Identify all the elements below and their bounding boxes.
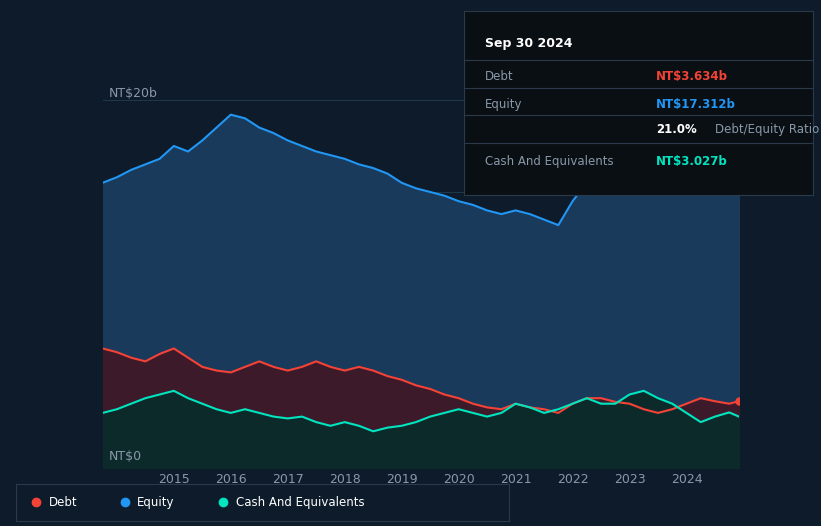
Text: Sep 30 2024: Sep 30 2024: [484, 37, 572, 50]
Text: NT$17.312b: NT$17.312b: [656, 98, 736, 111]
Text: NT$20b: NT$20b: [108, 87, 157, 100]
Text: 21.0%: 21.0%: [656, 123, 696, 136]
Text: NT$3.634b: NT$3.634b: [656, 70, 727, 83]
Text: Debt/Equity Ratio: Debt/Equity Ratio: [715, 123, 819, 136]
Text: NT$0: NT$0: [108, 450, 141, 463]
Text: Cash And Equivalents: Cash And Equivalents: [236, 496, 365, 509]
Text: Equity: Equity: [137, 496, 175, 509]
Text: Debt: Debt: [484, 70, 513, 83]
Text: Equity: Equity: [484, 98, 522, 111]
Text: NT$3.027b: NT$3.027b: [656, 155, 727, 168]
Text: Cash And Equivalents: Cash And Equivalents: [484, 155, 613, 168]
Text: Debt: Debt: [48, 496, 77, 509]
